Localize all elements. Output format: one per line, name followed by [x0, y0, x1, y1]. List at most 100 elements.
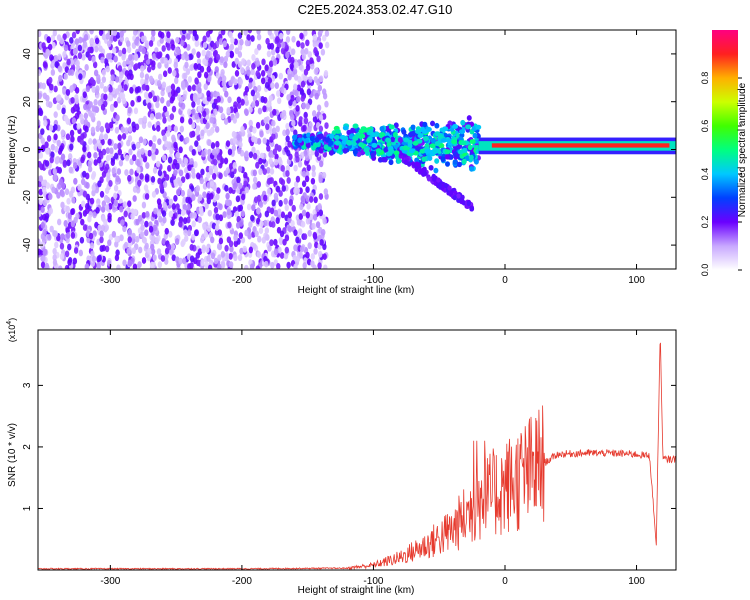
spectrogram-cell: [148, 75, 154, 83]
spectrogram-cell: [136, 166, 141, 174]
spectrogram-cell: [197, 194, 203, 202]
spectrogram-cell: [217, 229, 222, 236]
spectrogram-cell: [419, 148, 426, 154]
spectrogram-cell: [40, 137, 45, 145]
spectrogram-cell: [183, 72, 188, 80]
spectrogram-cell: [80, 156, 85, 164]
spectrogram-cell: [227, 148, 233, 156]
spectrogram-cell: [268, 157, 273, 165]
spectrogram-cell: [156, 125, 161, 132]
spectrogram-cell: [302, 74, 308, 82]
spectrogram-cell: [440, 156, 446, 163]
spectrogram-cell: [104, 204, 110, 211]
spectrogram-cell: [250, 68, 255, 76]
spectrogram-cell: [121, 53, 126, 61]
spectrogram-cell: [254, 230, 259, 238]
spectrogram-cell: [85, 182, 90, 189]
spectrogram-cell: [158, 73, 163, 81]
spectrogram-cell: [134, 38, 139, 46]
spectrogram-cell: [205, 30, 211, 38]
colorbar-tick-label: 0.6: [700, 120, 710, 133]
spectrogram-cell: [241, 58, 246, 65]
spectrogram-cell: [322, 253, 327, 260]
spectrogram-cell: [310, 260, 315, 268]
spectrogram-cell: [38, 119, 41, 127]
spectrogram-cell: [152, 224, 158, 232]
spectrogram-cell: [42, 199, 48, 207]
spectrogram-cell: [157, 261, 163, 269]
spectrogram-cell: [89, 30, 94, 35]
spectrogram-cell: [117, 65, 123, 72]
spectrogram-cell: [469, 206, 474, 212]
spectrogram-cell: [366, 137, 372, 144]
spectrogram-cell: [236, 133, 241, 141]
spectrogram-cell: [45, 182, 51, 189]
spectrogram-cell: [225, 167, 231, 174]
spectrogram-cell: [121, 133, 127, 140]
spectrogram-cell: [207, 264, 213, 269]
spectrogram-cell: [74, 112, 80, 120]
spectrogram-cell: [40, 261, 46, 269]
spectrogram-cell: [311, 164, 316, 172]
spectrogram-cell: [77, 52, 83, 60]
spectrogram-cell: [304, 175, 310, 183]
spectrogram-cell: [324, 100, 329, 108]
spectrogram-cell: [132, 195, 137, 202]
spectrogram-cell: [132, 186, 138, 193]
spectrogram-cell: [220, 250, 226, 258]
spectrogram-cell: [306, 258, 312, 266]
spectrogram-cell: [94, 88, 100, 96]
spectrogram-cell: [109, 147, 114, 155]
spectrogram-cell: [265, 234, 270, 241]
spectrogram-cell: [267, 30, 272, 36]
spectrogram-cell: [178, 257, 183, 265]
spectrogram-cell: [175, 162, 180, 170]
spectrogram-cell: [71, 196, 76, 204]
spectrogram-cell: [324, 122, 329, 129]
spectrogram-cell: [294, 151, 299, 159]
spectrogram-cell: [430, 137, 436, 144]
spectrogram-cell: [274, 30, 280, 36]
spectrogram-cell: [107, 215, 112, 223]
spectrogram-cell: [64, 250, 70, 258]
spectrogram-cell: [42, 213, 47, 221]
spectrogram-cell: [180, 176, 186, 183]
spectrogram-cell: [346, 140, 353, 146]
spectrogram-cell: [145, 84, 150, 92]
spectrogram-cell: [49, 156, 54, 164]
spectrogram-cell: [285, 122, 290, 130]
spectrogram-cell: [202, 191, 207, 199]
spectrogram-cell: [276, 263, 281, 269]
spectrogram-cell: [212, 195, 217, 203]
spectrogram-cell: [221, 75, 227, 83]
spectrogram-cell: [47, 43, 53, 51]
spectrogram-cell: [70, 135, 75, 143]
spectrogram-cell: [126, 139, 131, 147]
spectrogram-cell: [259, 220, 264, 228]
spectrogram-cell: [221, 80, 227, 87]
spectrogram-cell: [269, 177, 274, 184]
spectrogram-cell: [223, 118, 229, 125]
spectrogram-cell: [215, 147, 220, 154]
spectrogram-cell: [313, 46, 318, 54]
spectrogram-cell: [282, 129, 287, 137]
spectrogram-cell: [311, 145, 317, 151]
spectrogram-cell: [187, 108, 192, 116]
spectrogram-cell: [286, 261, 291, 269]
spectrogram-cell: [143, 53, 149, 61]
spectrogram-cell: [301, 170, 307, 178]
spectrogram-cell: [311, 110, 317, 117]
spectrogram-cell: [119, 205, 124, 213]
spectrogram-cell: [164, 227, 169, 235]
spectrogram-cell: [193, 161, 198, 168]
spectrogram-cell: [256, 30, 261, 35]
spectrogram-cell: [342, 148, 348, 154]
spectrogram-cell: [171, 134, 176, 142]
spectrogram-cell: [59, 242, 65, 250]
spectrogram-cell: [213, 206, 219, 214]
spectrogram-cell: [53, 123, 58, 131]
spectrogram-cell: [168, 210, 174, 218]
spectrogram-cell: [173, 194, 178, 202]
spectrogram-cell: [60, 201, 65, 209]
spectrogram-cell: [207, 209, 213, 217]
